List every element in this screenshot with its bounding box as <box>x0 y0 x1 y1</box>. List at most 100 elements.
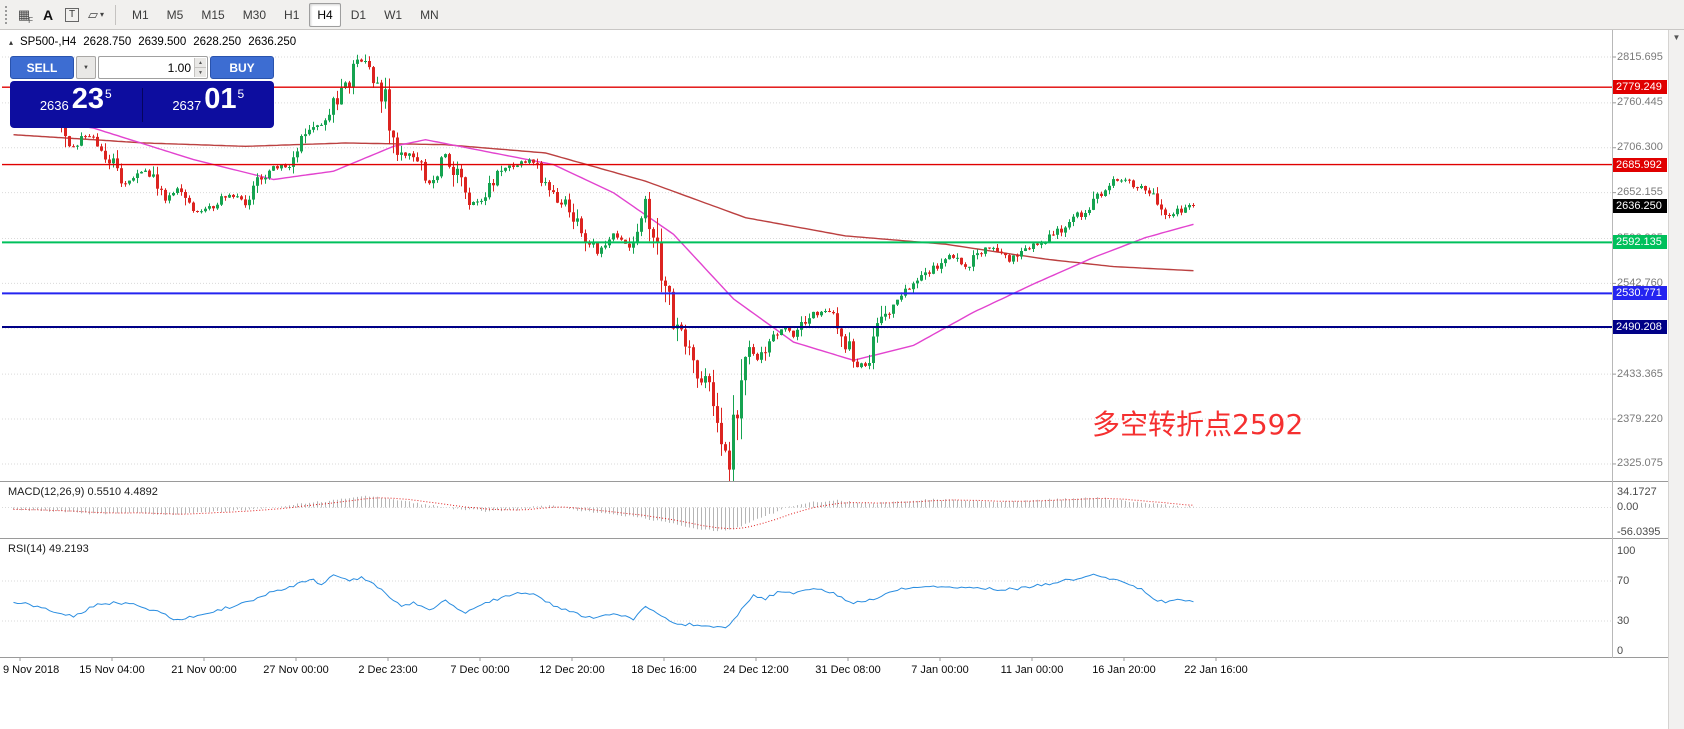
buy-price[interactable]: 2637 01 5 <box>143 83 275 121</box>
time-axis-label: 22 Jan 16:00 <box>1184 664 1248 676</box>
scroll-down-icon[interactable]: ▼ <box>1672 33 1681 42</box>
trade-controls-row: SELL ▼ ▲ ▼ BUY <box>10 56 274 79</box>
time-axis-label: 11 Jan 00:00 <box>1000 664 1064 676</box>
price-axis-label: 2706.300 <box>1617 141 1663 154</box>
toolbar-separator <box>115 4 116 25</box>
price-axis-label: 2652.155 <box>1617 186 1663 199</box>
time-axis-label: 2 Dec 23:00 <box>358 664 418 676</box>
sell-button[interactable]: SELL <box>10 56 74 79</box>
time-axis-label: 31 Dec 08:00 <box>815 664 881 676</box>
rsi-axis-label: 30 <box>1617 614 1630 627</box>
buy-button[interactable]: BUY <box>210 56 274 79</box>
annotation-text[interactable]: 多空转折点2592 <box>1092 408 1304 441</box>
timeframe-button-h4[interactable]: H4 <box>309 2 341 27</box>
candles <box>12 54 1195 481</box>
shapes-tool[interactable]: ▱ ▾ <box>84 3 108 27</box>
timeframe-button-m30[interactable]: M30 <box>242 7 267 22</box>
price-axis-label: 2760.445 <box>1617 96 1663 109</box>
volume-input[interactable] <box>99 57 207 78</box>
timeframe-button-h1[interactable]: H1 <box>284 7 300 22</box>
grid-icon: ▦ <box>17 7 31 22</box>
one-click-trading-panel: SELL ▼ ▲ ▼ BUY 2636 23 5 2637 01 5 <box>10 56 274 128</box>
timeframe-button-w1[interactable]: W1 <box>384 7 403 22</box>
buy-price-prefix: 2637 <box>172 97 202 113</box>
symbol-timeframe-label: SP500-,H4 <box>20 36 77 48</box>
price-level-badge: 2779.249 <box>1613 80 1667 95</box>
price-divider <box>141 87 143 122</box>
boxed-t-icon: T <box>64 7 80 22</box>
rsi-axis-label: 100 <box>1617 544 1636 557</box>
time-axis-label: 7 Dec 00:00 <box>450 664 510 676</box>
price-axis-label: 2433.365 <box>1617 367 1663 380</box>
macd-axis-label: -56.0395 <box>1617 526 1661 539</box>
time-axis-label: 18 Dec 16:00 <box>631 664 697 676</box>
macd-axis-label: 0.00 <box>1617 501 1639 513</box>
rsi-axis-label: 70 <box>1617 574 1630 587</box>
volume-dropdown-button[interactable]: ▼ <box>76 56 96 79</box>
price-level-badge: 2490.208 <box>1613 319 1667 334</box>
triangle-up-icon: ▴ <box>9 37 14 47</box>
time-axis-label: 27 Nov 00:00 <box>263 664 329 676</box>
time-axis-label: 16 Jan 20:00 <box>1092 664 1156 676</box>
current-price-badge: 2636.250 <box>1613 198 1667 213</box>
time-axis-label: 7 Jan 00:00 <box>911 664 969 676</box>
chart-header: ▴ SP500-,H4 2628.750 2639.500 2628.250 2… <box>9 36 296 48</box>
timeframe-button-d1[interactable]: D1 <box>350 7 367 22</box>
price-level-badge: 2685.992 <box>1613 157 1667 172</box>
ohlc-low: 2628.250 <box>193 36 242 48</box>
time-axis-label: 21 Nov 00:00 <box>171 664 237 676</box>
macd-signal-line <box>13 497 1194 530</box>
ohlc-open: 2628.750 <box>83 36 132 48</box>
rsi-indicator <box>13 573 1194 629</box>
price-level-badge: 2530.771 <box>1613 286 1667 301</box>
price-axis-label: 2542.760 <box>1617 276 1663 289</box>
chevron-down-icon: ▼ <box>83 64 89 71</box>
sell-price-prefix: 2636 <box>39 97 69 113</box>
macd-axis-label: 34.1727 <box>1617 485 1657 498</box>
text-tool[interactable]: A <box>36 3 60 27</box>
shape-icon: ▱ <box>87 7 98 22</box>
price-axis[interactable]: 2815.6952760.4452706.3002652.1552596.905… <box>1612 30 1668 658</box>
price-axis-label: 2379.220 <box>1617 412 1663 425</box>
timeframe-button-m5[interactable]: M5 <box>166 7 184 22</box>
buy-price-big: 01 <box>204 83 237 116</box>
tool-subscript: F <box>28 15 33 25</box>
macd-label: MACD(12,26,9) 0.5510 4.4892 <box>8 486 158 498</box>
timeframes-group: M1 M5 M15 M30 H1 H4 D1 W1 MN <box>123 2 448 27</box>
timeframe-button-m15[interactable]: M15 <box>201 7 225 22</box>
bid-ask-panel: 2636 23 5 2637 01 5 <box>10 81 274 128</box>
price-level-badge: 2592.135 <box>1613 235 1667 250</box>
rsi-line <box>13 573 1194 629</box>
grid-tool[interactable]: ▦ F <box>12 3 36 27</box>
spinner-up-icon[interactable]: ▲ <box>194 58 206 68</box>
ma-fast-line <box>13 114 1194 362</box>
volume-spinner: ▲ ▼ <box>194 58 206 77</box>
sell-price-sup: 5 <box>105 87 112 102</box>
macd-histogram <box>13 495 1194 532</box>
ohlc-high: 2639.500 <box>138 36 187 48</box>
price-axis-label: 2815.695 <box>1617 50 1663 63</box>
time-axis-label: 9 Nov 2018 <box>3 664 60 676</box>
time-axis-label: 15 Nov 04:00 <box>79 664 145 676</box>
letter-a-icon: A <box>42 6 54 23</box>
price-axis-label: 2325.075 <box>1617 457 1663 470</box>
ohlc-close: 2636.250 <box>248 36 297 48</box>
price-gridlines <box>2 56 1612 622</box>
sell-price[interactable]: 2636 23 5 <box>10 85 142 121</box>
time-axis[interactable]: 9 Nov 2018 15 Nov 04:00 21 Nov 00:00 27 Nov… <box>0 658 1668 681</box>
rsi-axis-label: 0 <box>1617 644 1624 657</box>
chevron-down-icon: ▾ <box>99 10 104 19</box>
ma-slow-line <box>13 134 1194 272</box>
time-axis-label: 24 Dec 12:00 <box>723 664 789 676</box>
spinner-down-icon[interactable]: ▼ <box>194 68 206 77</box>
toolbar-drag-handle[interactable] <box>5 5 7 24</box>
volume-field: ▲ ▼ <box>98 56 208 79</box>
timeframe-button-mn[interactable]: MN <box>420 7 439 22</box>
timeframe-button-m1[interactable]: M1 <box>132 7 149 22</box>
right-scrollbar[interactable]: ▼ <box>1668 30 1684 729</box>
label-tool[interactable]: T <box>60 3 84 27</box>
time-axis-label: 12 Dec 20:00 <box>539 664 605 676</box>
pane-separators[interactable] <box>0 30 1668 658</box>
drawing-tools-group: ▦ F A T ▱ ▾ <box>12 3 108 27</box>
